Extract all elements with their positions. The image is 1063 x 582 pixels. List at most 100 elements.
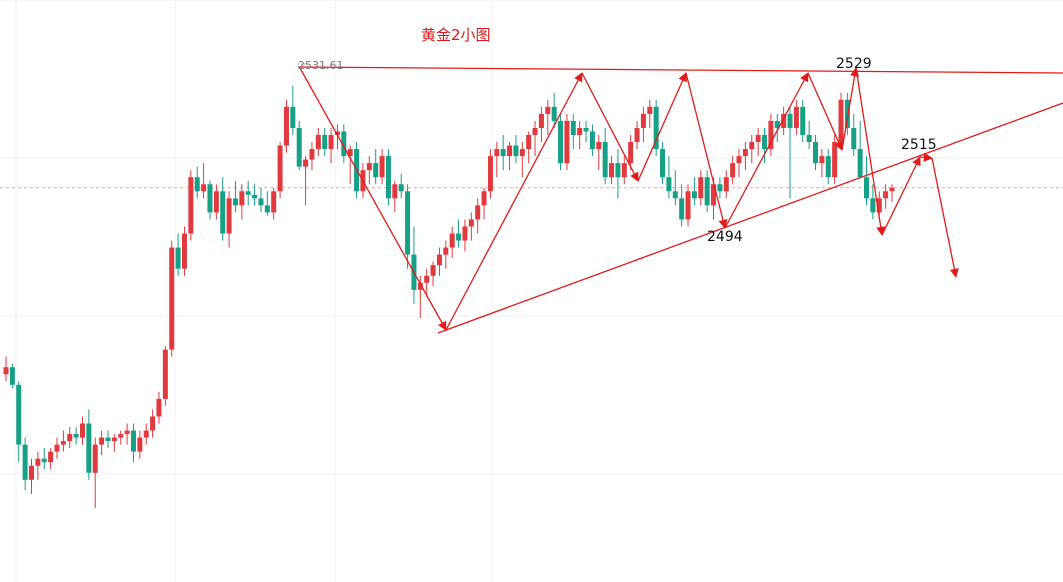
candle-body — [679, 198, 685, 220]
chart-title: 黄金2小图 — [421, 26, 491, 44]
candle-body — [825, 156, 831, 178]
candle-body — [188, 177, 194, 234]
candle-body — [475, 205, 481, 220]
candle-body — [481, 191, 487, 206]
candle-body — [48, 451, 54, 463]
resistance-peak-label: 2529 — [836, 56, 872, 72]
candle-body — [889, 187, 895, 192]
candle-body — [9, 367, 15, 385]
candle-body — [92, 444, 98, 473]
high-price-label: 2531.61 — [298, 59, 344, 72]
candle-body — [430, 265, 436, 276]
zigzag-path — [919, 152, 933, 162]
zigzag-path — [581, 72, 639, 182]
candle-body — [392, 184, 398, 199]
candle-body — [258, 198, 264, 206]
resistance-line — [297, 66, 1063, 74]
candle-body — [647, 106, 653, 114]
candle-body — [162, 349, 168, 399]
zigzag-path — [637, 72, 687, 182]
candle-body — [181, 233, 187, 269]
candle-body — [621, 163, 627, 178]
candle-body — [844, 99, 850, 128]
candle-body — [99, 437, 105, 445]
candle-body — [201, 184, 207, 192]
candle-body — [717, 184, 723, 192]
zigzag-path — [685, 72, 728, 229]
candle-body — [334, 131, 340, 135]
candle-body — [526, 135, 532, 150]
candle-body — [194, 177, 200, 192]
zigzag-path — [841, 67, 860, 151]
candle-body — [271, 191, 277, 213]
candle-body — [245, 191, 251, 195]
zigzag-path — [299, 67, 447, 331]
candle-body — [507, 145, 513, 157]
candle-body — [22, 444, 28, 480]
rising-trendline — [437, 102, 1063, 334]
candle-body — [341, 131, 347, 157]
candle-body — [130, 430, 136, 452]
candle-body — [768, 120, 774, 150]
candle-body — [290, 106, 296, 128]
candle-body — [838, 99, 844, 143]
candle-body — [264, 205, 270, 213]
candle-body — [468, 219, 474, 227]
candle-body — [653, 106, 659, 150]
candle-body — [545, 106, 551, 114]
low-label: 2494 — [707, 229, 743, 245]
candle-body — [494, 149, 500, 157]
candle-body — [239, 191, 245, 206]
candle-body — [672, 191, 678, 199]
candle-body — [819, 156, 825, 164]
candle-body — [806, 135, 812, 143]
candle-body — [711, 184, 717, 206]
candle-body — [207, 184, 213, 213]
candle-body — [596, 142, 602, 150]
candle-body — [730, 163, 736, 178]
candle-body — [385, 156, 391, 199]
candle-body — [156, 398, 162, 417]
candle-body — [143, 430, 149, 438]
candle-body — [398, 184, 404, 192]
zigzag-path — [881, 156, 921, 236]
candle-body — [634, 127, 640, 143]
candle-body — [704, 177, 710, 206]
candle-body — [813, 142, 819, 164]
candle-body — [220, 191, 226, 234]
candle-body — [436, 254, 442, 266]
candle-body — [456, 233, 462, 241]
candle-body — [283, 106, 289, 146]
candle-body — [213, 191, 219, 213]
candle-body — [723, 177, 729, 192]
candle-body — [762, 135, 768, 150]
zigzag-path — [855, 67, 886, 236]
candle-body — [35, 458, 41, 466]
candle-body — [698, 177, 704, 199]
candle-body — [660, 149, 666, 178]
candle-body — [570, 120, 576, 135]
candle-body — [150, 416, 156, 431]
candle-body — [60, 441, 66, 445]
candle-body — [876, 198, 882, 213]
candle-body — [277, 145, 283, 192]
candle-body — [315, 135, 321, 150]
candle-body — [405, 191, 411, 255]
candle-body — [564, 120, 570, 164]
candle-body — [347, 149, 353, 157]
candle-body — [449, 233, 455, 248]
zigzag-path — [724, 72, 809, 229]
candle-body — [870, 198, 876, 213]
candle-body — [800, 106, 806, 135]
candle-body — [86, 423, 92, 473]
candle-body — [519, 149, 525, 157]
candle-body — [487, 156, 493, 192]
candle-body — [691, 191, 697, 199]
candle-body — [54, 444, 60, 452]
candle-body — [532, 127, 538, 135]
candle-body — [628, 142, 634, 164]
candle-body — [373, 163, 379, 178]
candle-body — [589, 131, 595, 150]
candle-body — [322, 135, 328, 150]
analysis-drawings — [297, 63, 1063, 334]
